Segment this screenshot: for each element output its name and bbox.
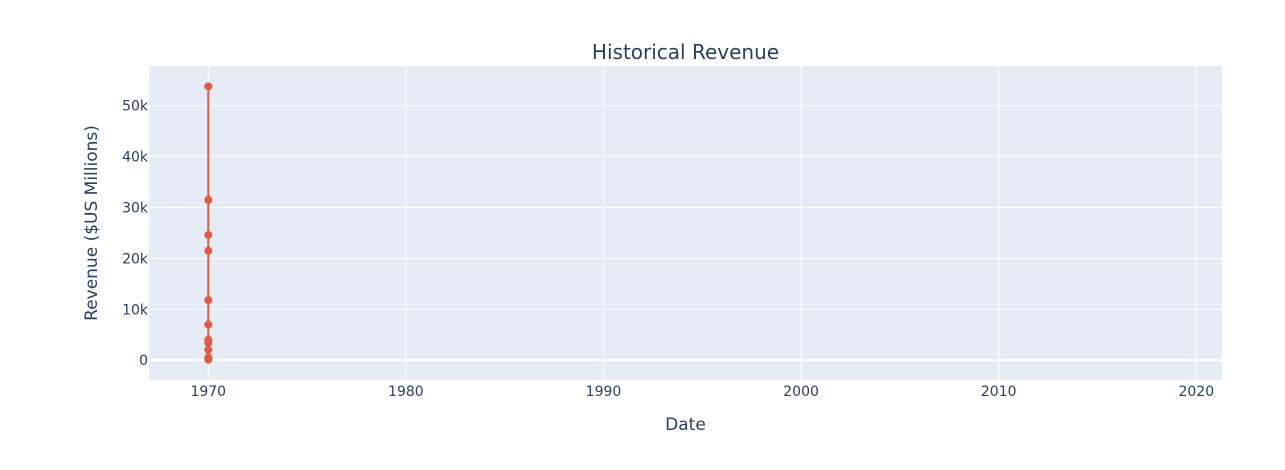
series-layer: [204, 82, 213, 364]
x-tick-label: 1970: [190, 384, 226, 400]
revenue-point: [204, 320, 213, 329]
x-tick-label: 2020: [1178, 384, 1214, 400]
revenue-point: [204, 345, 213, 354]
revenue-point: [204, 246, 213, 255]
revenue-point: [204, 230, 213, 239]
x-tick-label: 2000: [783, 384, 819, 400]
y-tick-label: 0: [139, 353, 148, 369]
x-axis-title: Date: [665, 415, 706, 435]
y-tick-label: 30k: [122, 200, 149, 216]
x-tick-label: 2010: [981, 384, 1017, 400]
y-tick-label: 50k: [122, 99, 149, 115]
revenue-point: [204, 296, 213, 305]
revenue-point: [204, 355, 213, 364]
revenue-point: [204, 195, 213, 204]
revenue-point: [204, 338, 213, 347]
x-tick-label: 1990: [586, 384, 622, 400]
y-axis-title: Revenue ($US Millions): [82, 125, 102, 321]
tick-layer: 1970 1980 1990 2000 2010 2020 0 10k 20k 30k 40k 50k: [122, 99, 1214, 400]
y-tick-label: 20k: [122, 251, 149, 267]
x-tick-label: 1980: [388, 384, 424, 400]
y-tick-label: 10k: [122, 302, 149, 318]
plot-background: [149, 66, 1222, 380]
grid-layer: [149, 66, 1222, 380]
revenue-point: [204, 82, 213, 91]
chart-title: Historical Revenue: [592, 40, 779, 64]
y-tick-label: 40k: [122, 150, 149, 166]
